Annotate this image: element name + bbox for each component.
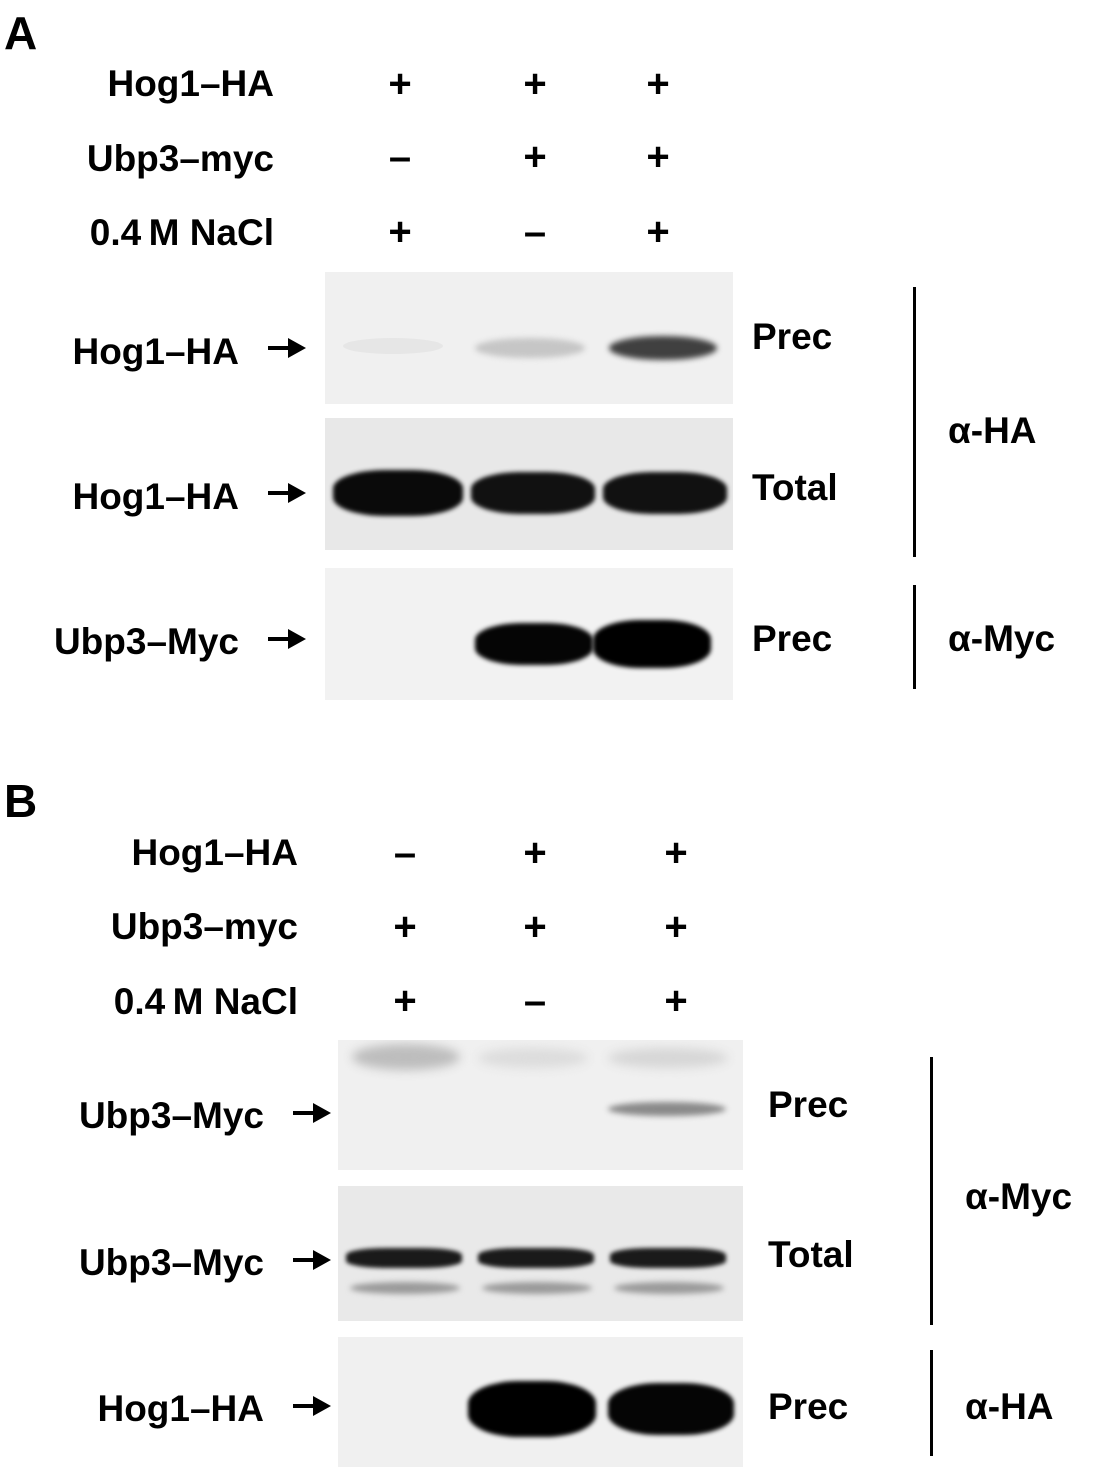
band-lane-2 — [478, 1248, 594, 1268]
lower-band-lane-1 — [350, 1282, 460, 1294]
sign: + — [523, 62, 547, 106]
blot-type-label: Prec — [768, 1084, 849, 1125]
blot-type-label: Prec — [768, 1386, 849, 1427]
western-blot-ubp3-total — [338, 1186, 743, 1321]
band-lane-3 — [593, 620, 711, 668]
western-blot-hog1-total — [325, 418, 733, 550]
sign: + — [388, 210, 412, 254]
band-lane-1 — [346, 1248, 462, 1268]
antibody-label-alpha-myc: α-Myc — [948, 618, 1056, 659]
antibody-bracket — [913, 287, 916, 557]
antibody-label-alpha-ha: α-HA — [965, 1386, 1054, 1427]
western-blot-hog1-prec — [338, 1337, 743, 1467]
arrow-right-icon — [268, 629, 306, 649]
sign: – — [388, 135, 412, 179]
antibody-bracket — [913, 585, 916, 689]
antibody-bracket — [930, 1057, 933, 1325]
sign: + — [393, 979, 417, 1023]
blot-type-label: Prec — [752, 316, 833, 357]
smear-lane-1 — [352, 1044, 460, 1070]
blot-row-label: Hog1–HA — [72, 476, 239, 517]
band-lane-1 — [333, 470, 463, 516]
blot-row-label: Ubp3–Myc — [78, 1095, 264, 1136]
sign: – — [523, 210, 547, 254]
sign: + — [646, 135, 670, 179]
western-blot-ubp3-prec — [338, 1040, 743, 1170]
condition-label-nacl: 0.4 M NaCl — [113, 981, 298, 1022]
smear-lane-2 — [478, 1048, 588, 1068]
sign: + — [646, 210, 670, 254]
panel-b-letter: B — [4, 775, 38, 827]
condition-label-nacl: 0.4 M NaCl — [89, 212, 274, 253]
sign: + — [523, 831, 547, 875]
blot-row-label: Ubp3–Myc — [53, 621, 239, 662]
band-lane-3 — [610, 1248, 726, 1268]
panel-a-letter: A — [4, 7, 38, 59]
blot-row-label: Hog1–HA — [72, 331, 239, 372]
antibody-label-alpha-ha: α-HA — [948, 410, 1037, 451]
lower-band-lane-2 — [482, 1282, 592, 1294]
sign: + — [664, 979, 688, 1023]
condition-label-hog1-ha: Hog1–HA — [131, 832, 298, 873]
antibody-label-alpha-myc: α-Myc — [965, 1176, 1073, 1217]
sign: + — [523, 905, 547, 949]
sign: + — [664, 831, 688, 875]
sign: + — [393, 905, 417, 949]
condition-label-ubp3-myc: Ubp3–myc — [110, 906, 298, 947]
sign: + — [523, 135, 547, 179]
blot-type-label: Total — [752, 467, 838, 508]
blot-type-label: Prec — [752, 618, 833, 659]
blot-row-label: Ubp3–Myc — [78, 1242, 264, 1283]
lower-band-lane-3 — [614, 1282, 724, 1294]
band-lane-3 — [603, 472, 727, 514]
condition-label-ubp3-myc: Ubp3–myc — [86, 138, 274, 179]
smear-lane-3 — [608, 1048, 728, 1068]
band-lane-3 — [608, 1102, 726, 1116]
western-blot-ubp3-prec — [325, 568, 733, 700]
band-lane-2 — [475, 338, 585, 358]
band-lane-1 — [343, 338, 443, 354]
blot-type-label: Total — [768, 1234, 854, 1275]
sign: – — [523, 979, 547, 1023]
band-lane-2 — [475, 623, 593, 665]
blot-row-label: Hog1–HA — [97, 1388, 264, 1429]
arrow-right-icon — [293, 1396, 331, 1416]
arrow-right-icon — [293, 1103, 331, 1123]
band-lane-2 — [468, 1381, 596, 1437]
sign: + — [664, 905, 688, 949]
condition-label-hog1-ha: Hog1–HA — [107, 63, 274, 104]
arrow-right-icon — [293, 1250, 331, 1270]
band-lane-3 — [609, 336, 717, 360]
arrow-right-icon — [268, 338, 306, 358]
sign: + — [646, 62, 670, 106]
band-lane-2 — [471, 472, 595, 514]
sign: + — [388, 62, 412, 106]
sign: – — [393, 831, 417, 875]
western-blot-hog1-prec — [325, 272, 733, 404]
band-lane-3 — [608, 1383, 734, 1435]
antibody-bracket — [930, 1350, 933, 1456]
arrow-right-icon — [268, 483, 306, 503]
